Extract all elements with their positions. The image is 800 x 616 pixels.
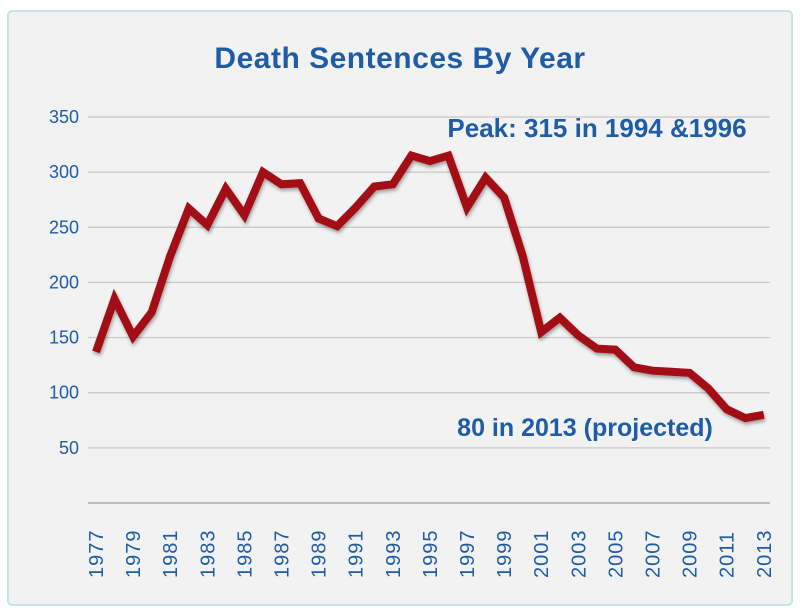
x-tick-label: 2011 [717,531,739,578]
x-tick-label: 2007 [643,530,665,579]
y-tick-label: 350 [49,107,79,127]
x-tick-label: 2009 [680,530,702,579]
peak-annotation: Peak: 315 in 1994 &1996 [447,113,747,143]
x-tick-label: 1987 [272,530,294,579]
data-line [92,150,765,423]
x-tick-label: 1977 [86,530,108,579]
chart-panel [7,10,793,606]
x-tick-label: 1985 [234,530,256,579]
projection-annotation: 80 in 2013 (projected) [457,414,713,442]
y-tick-label: 250 [49,217,79,237]
chart-title: Death Sentences By Year [214,42,586,75]
x-tick-label: 2013 [754,530,776,579]
x-tick-label: 2003 [568,530,590,579]
x-tick-label: 1997 [457,530,479,579]
x-tick-label: 2005 [605,530,627,579]
x-tick-label: 2001 [531,530,553,579]
y-tick-label: 200 [49,272,79,292]
x-tick-label: 1981 [160,530,182,579]
x-tick-label: 1991 [346,530,368,579]
x-tick-label: 1993 [383,530,405,579]
x-tick-label: 1995 [420,530,442,579]
y-tick-label: 100 [49,383,79,403]
x-tick-label: 1979 [123,530,145,579]
y-tick-label: 50 [59,438,79,458]
x-tick-label: 1989 [309,530,331,579]
y-tick-label: 300 [49,162,79,182]
x-tick-label: 1999 [494,530,516,579]
x-tick-label: 1983 [197,530,219,579]
y-tick-label: 150 [49,328,79,348]
